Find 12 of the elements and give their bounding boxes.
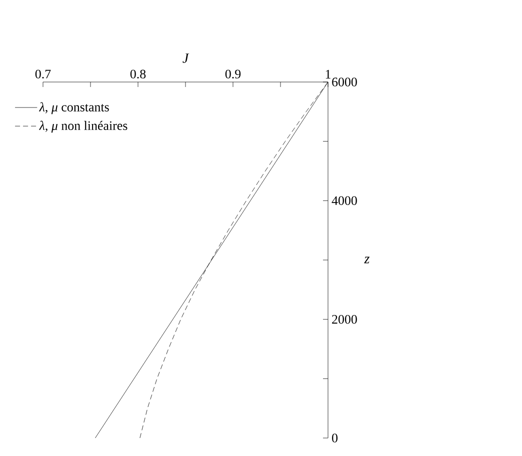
x-tick-label: 0.9 (225, 70, 241, 78)
y-tick-label: 2000 (332, 314, 357, 324)
x-tick-label: 0.7 (35, 70, 51, 78)
x-tick-label: 0.8 (130, 70, 146, 78)
legend-label: λ, μ constants (39, 102, 109, 114)
x-axis-title: J (182, 54, 190, 63)
y-axis-title: z (364, 256, 370, 264)
legend-label: λ, μ non linéaires (39, 120, 128, 133)
x-tick-label: 1 (326, 70, 330, 78)
y-tick-label: 6000 (332, 78, 357, 86)
y-tick-label: 4000 (332, 196, 357, 206)
y-tick-label: 0 (332, 434, 338, 442)
